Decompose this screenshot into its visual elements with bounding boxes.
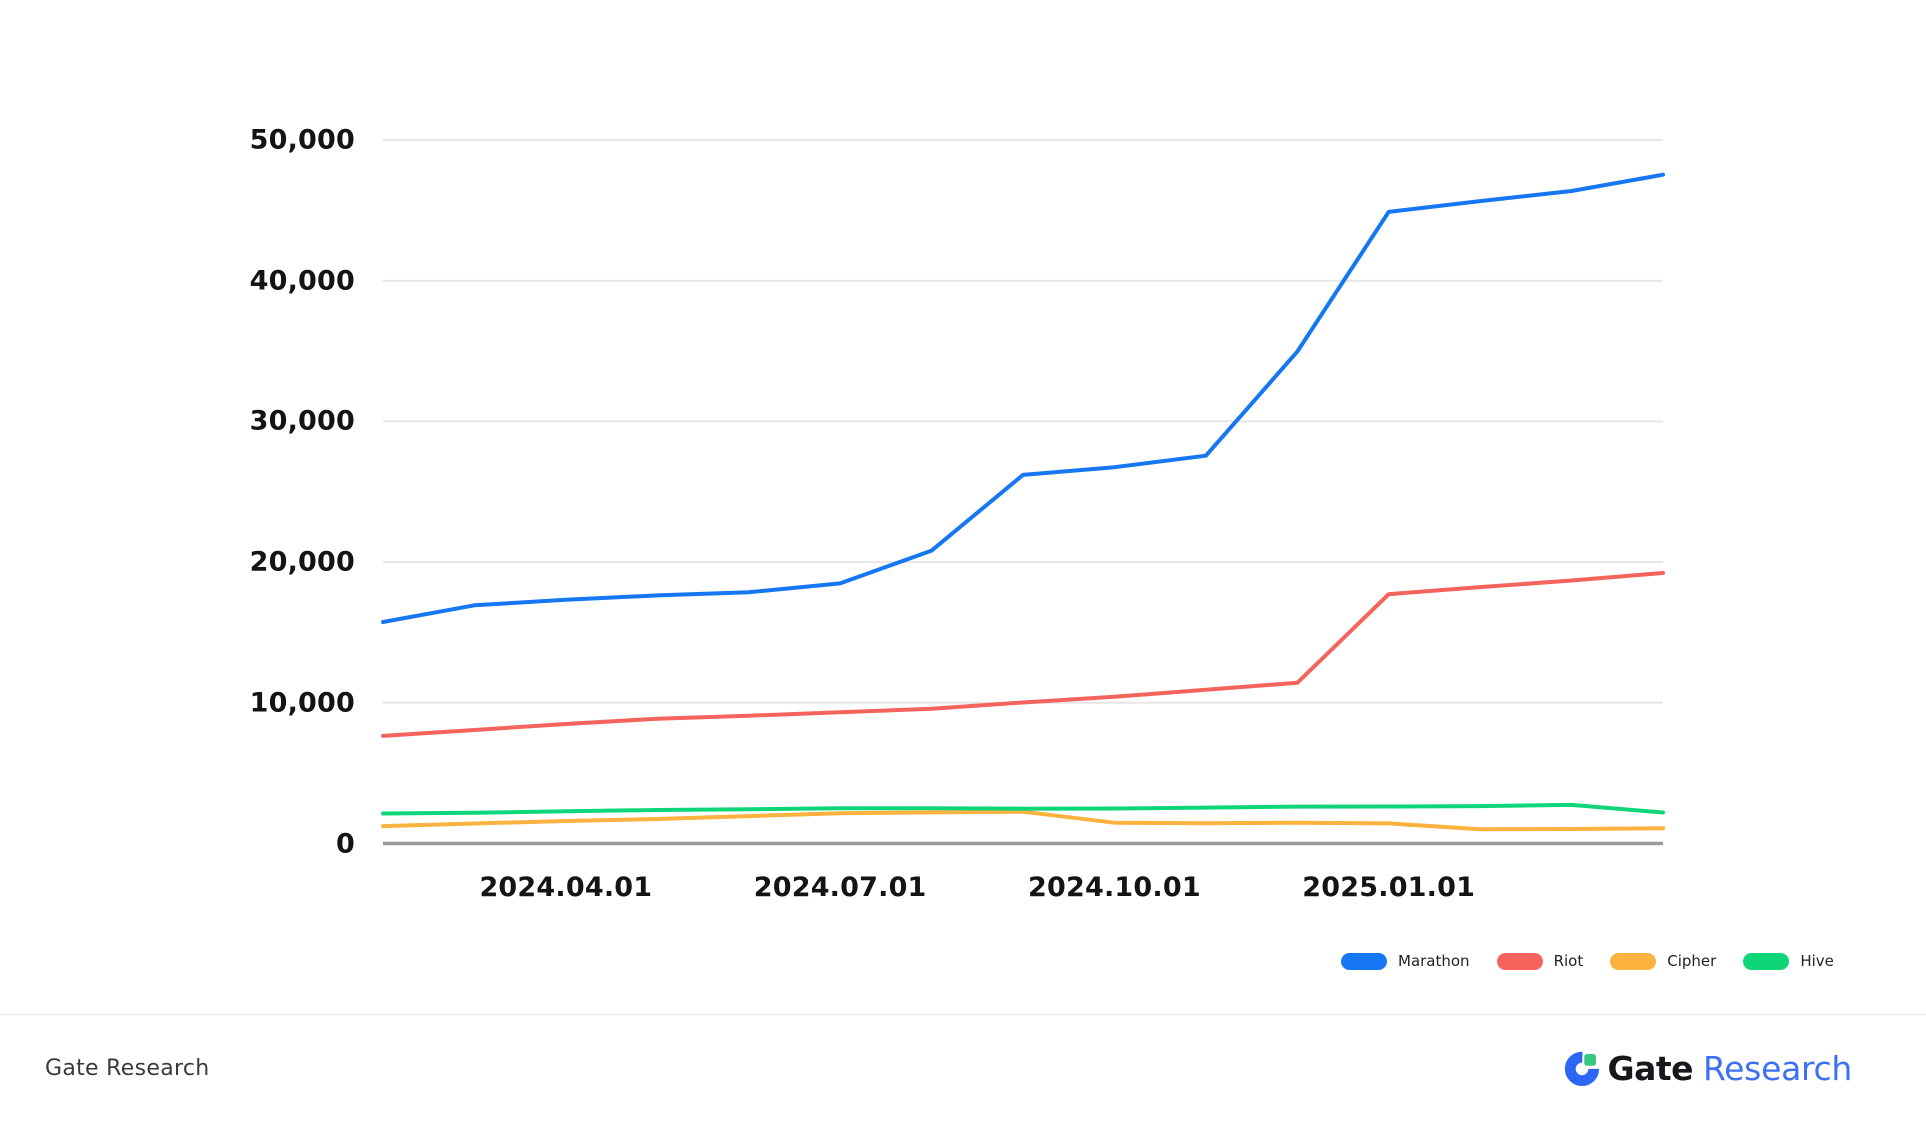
legend-label: Riot <box>1553 952 1584 970</box>
y-axis-label: 50,000 <box>249 124 355 156</box>
chart-legend: Marathon Riot Cipher Hive <box>1341 943 1834 979</box>
logo-research-text: Research <box>1703 1048 1852 1088</box>
chart-canvas <box>381 139 1665 846</box>
legend-label: Marathon <box>1398 952 1470 970</box>
legend-swatch-icon <box>1743 952 1790 970</box>
legend-swatch-icon <box>1341 952 1387 970</box>
legend-label: Cipher <box>1667 952 1717 970</box>
x-axis-label: 2025.01.01 <box>1302 872 1476 903</box>
y-axis-label: 40,000 <box>249 265 355 297</box>
x-axis-label: 2024.04.01 <box>479 872 653 903</box>
gate-research-logo: Gate Research <box>1564 1049 1852 1088</box>
gate-logo-icon <box>1564 1051 1599 1086</box>
legend-item-hive[interactable]: Hive <box>1743 952 1834 970</box>
y-axis-label: 10,000 <box>249 687 355 719</box>
x-axis-label: 2024.10.01 <box>1028 872 1201 903</box>
footer-attribution-text: Gate Research <box>45 1055 210 1081</box>
legend-item-marathon[interactable]: Marathon <box>1341 952 1470 970</box>
y-axis-label: 30,000 <box>249 405 355 437</box>
logo-gate-text: Gate <box>1607 1048 1694 1088</box>
legend-swatch-icon <box>1496 952 1543 970</box>
marathon-line <box>381 172 1665 624</box>
y-axis-label: 20,000 <box>249 546 355 578</box>
footer: Gate Research Gate Research <box>0 1014 1926 1121</box>
cipher-line <box>381 809 1665 832</box>
legend-item-riot[interactable]: Riot <box>1496 952 1584 970</box>
hive-line <box>381 802 1665 816</box>
y-axis-label: 0 <box>336 828 355 859</box>
riot-line <box>381 571 1665 738</box>
legend-label: Hive <box>1800 952 1834 970</box>
legend-item-cipher[interactable]: Cipher <box>1610 952 1716 970</box>
x-axis-label: 2024.07.01 <box>753 872 927 903</box>
legend-swatch-icon <box>1610 952 1657 970</box>
line-chart: 0 10,000 20,000 30,000 40,000 50,000 2024.04.… <box>249 124 1834 979</box>
